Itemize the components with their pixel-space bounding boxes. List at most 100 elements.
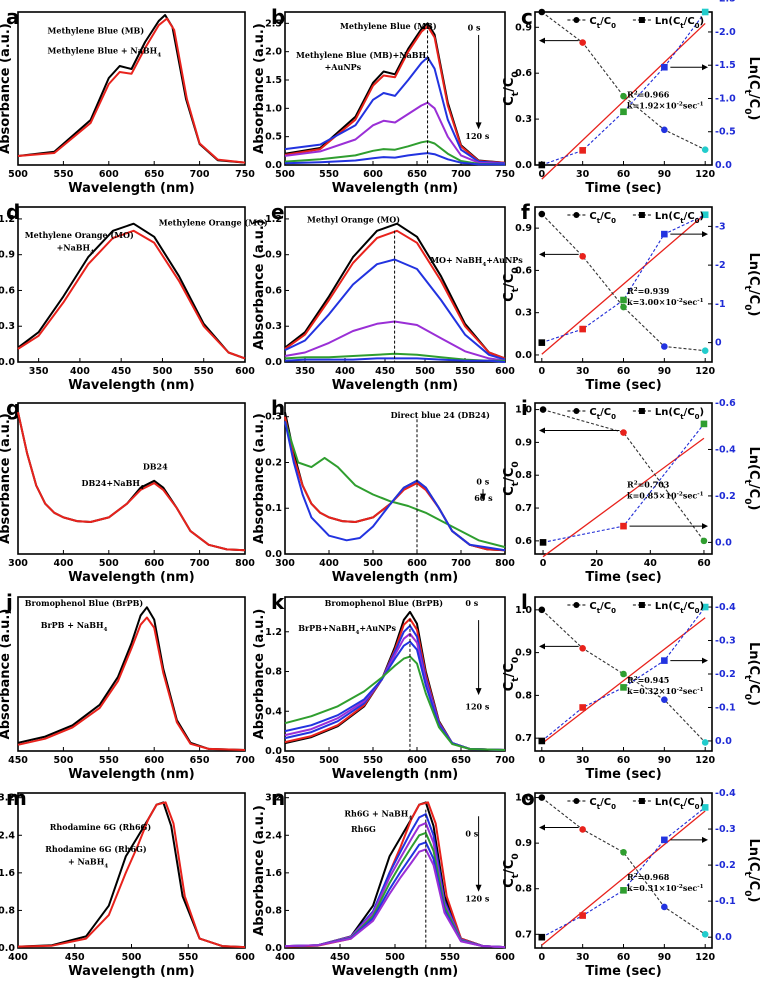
series-line: [17, 17, 246, 164]
ln-point: [701, 8, 709, 16]
y-axis-label-part: C: [502, 96, 517, 106]
x-tick-label: 500: [363, 558, 383, 569]
x-tick-label: 500: [385, 952, 405, 963]
y-tick-label: 2.4: [265, 830, 282, 841]
y2-axis-label-part: C: [746, 80, 761, 90]
ct-point: [620, 429, 627, 436]
x-tick-label: 60: [617, 169, 631, 180]
panel-j: j 450 500 550 600 650 700 Wavelength (nm) Absorb…: [0, 590, 255, 782]
y-tick-label: 2.4: [0, 830, 15, 841]
y2-axis-label-part: /: [746, 679, 761, 684]
y2-axis-label-part: Ln(: [746, 447, 761, 470]
annotation-part: Rh6G +: [344, 808, 381, 818]
x-tick-label: 120: [695, 952, 715, 963]
y2-tick-label: -0.2: [715, 669, 736, 680]
series-line: [284, 101, 506, 165]
y-axis-label: Absorbance (a.u.): [0, 23, 13, 154]
y-tick-label: 0.0: [265, 160, 282, 171]
x-tick-label: 0: [538, 366, 545, 377]
legend-label-part: 0: [695, 217, 700, 225]
panel-d: d 350 400 450 500 550 600 Wavelength (nm) 0.0 0.3…: [0, 200, 268, 393]
x-tick-label: 700: [451, 558, 471, 569]
x-tick-label: 400: [319, 558, 339, 569]
annotation-part: NaBH: [399, 50, 426, 60]
x-axis-label: Wavelength (nm): [332, 570, 458, 585]
legend-label-part: C: [687, 797, 694, 808]
r2-annotation: R2=0.968: [627, 872, 670, 882]
legend-label-part: C: [589, 407, 596, 418]
y-tick-label: 0.9: [265, 250, 282, 261]
r2-annotation-part: 2: [634, 676, 638, 682]
x-tick-label: 600: [495, 366, 515, 377]
legend-marker: [638, 408, 645, 414]
k-annotation-part: -2: [677, 492, 683, 498]
series-line: [284, 258, 506, 361]
k-annotation-part: -2: [677, 298, 683, 304]
y-tick-label: 0.9: [515, 648, 532, 659]
annotation-part: +AuNPs: [486, 255, 523, 265]
panel-letter: i: [521, 396, 528, 420]
x-tick-label: 90: [658, 169, 672, 180]
annotation-part: Methylene Orange (MO): [25, 230, 134, 240]
panel-letter: e: [271, 200, 285, 224]
x-tick-label: 500: [275, 169, 295, 180]
ct-point: [538, 606, 546, 614]
x-tick-label: 90: [658, 366, 672, 377]
x-tick-label: 550: [455, 366, 475, 377]
panel-n: n 400 450 500 550 600 Wavelength (nm) 0.0 0.8 1.6…: [252, 786, 515, 979]
annotation-part: 4: [104, 863, 108, 869]
ln-point: [701, 211, 709, 219]
y-tick-label: 0.6: [515, 536, 532, 547]
k-annotation-part: sec: [683, 883, 698, 893]
annotation: +AuNPs: [325, 62, 362, 72]
series-line: [284, 420, 506, 549]
y-axis-label-part: C: [502, 878, 517, 888]
ln-line: [541, 11, 706, 166]
plot-frame: [534, 11, 713, 166]
legend-label-part: C: [589, 601, 596, 612]
x-tick-label: 550: [440, 952, 460, 963]
panel-letter: c: [521, 5, 533, 29]
annotation-part: 4: [426, 57, 430, 63]
legend-label-part: C: [604, 211, 611, 222]
ln-line: [541, 606, 706, 742]
ln-point: [700, 420, 708, 428]
k-annotation-part: 10: [665, 686, 677, 696]
x-tick-label: 550: [363, 755, 383, 766]
x-tick-label: 500: [122, 952, 142, 963]
arrow-head: [539, 643, 545, 650]
annotation-part: 4: [408, 815, 412, 821]
legend-label-part: C: [673, 211, 680, 222]
legend-label-part: C: [604, 797, 611, 808]
annotation-part: 0 s: [465, 598, 478, 608]
r2-annotation-part: =0.703: [638, 480, 670, 490]
annotation: Direct blue 24 (DB24): [391, 410, 490, 420]
y-tick-label: 2.0: [265, 47, 282, 58]
x-tick-label: 650: [407, 169, 427, 180]
x-tick-label: 60: [617, 952, 631, 963]
y2-axis-label-part: /: [746, 94, 761, 99]
ct-point: [620, 670, 627, 678]
annotation-part: Bromophenol Blue (BrPB): [325, 598, 444, 608]
y-axis-label-part: C: [502, 486, 517, 496]
y2-tick-label: -0.4: [715, 444, 736, 455]
plot-frame: [284, 206, 506, 363]
legend-label-part: Ln(: [655, 601, 673, 612]
x-tick-label: 0: [538, 952, 545, 963]
annotation: Methylene Blue + NaBH4: [48, 45, 162, 58]
annotation-part: 4: [90, 249, 94, 255]
arrow-head: [539, 427, 545, 434]
ln-point: [538, 737, 546, 745]
y-tick-label: 1.2: [265, 214, 282, 225]
x-tick-label: 120: [695, 755, 715, 766]
x-axis-label: Wavelength (nm): [68, 767, 194, 782]
y2-tick-label: -2: [715, 260, 726, 271]
y2-axis-label-part: Ln(: [746, 253, 761, 276]
y2-axis-label-part: t: [742, 90, 752, 95]
y-axis-label: Ct/C0: [502, 267, 521, 302]
legend-label: Ln(Ct/C0): [655, 16, 704, 30]
x-tick-label: 90: [658, 952, 672, 963]
series-line: [17, 616, 246, 751]
